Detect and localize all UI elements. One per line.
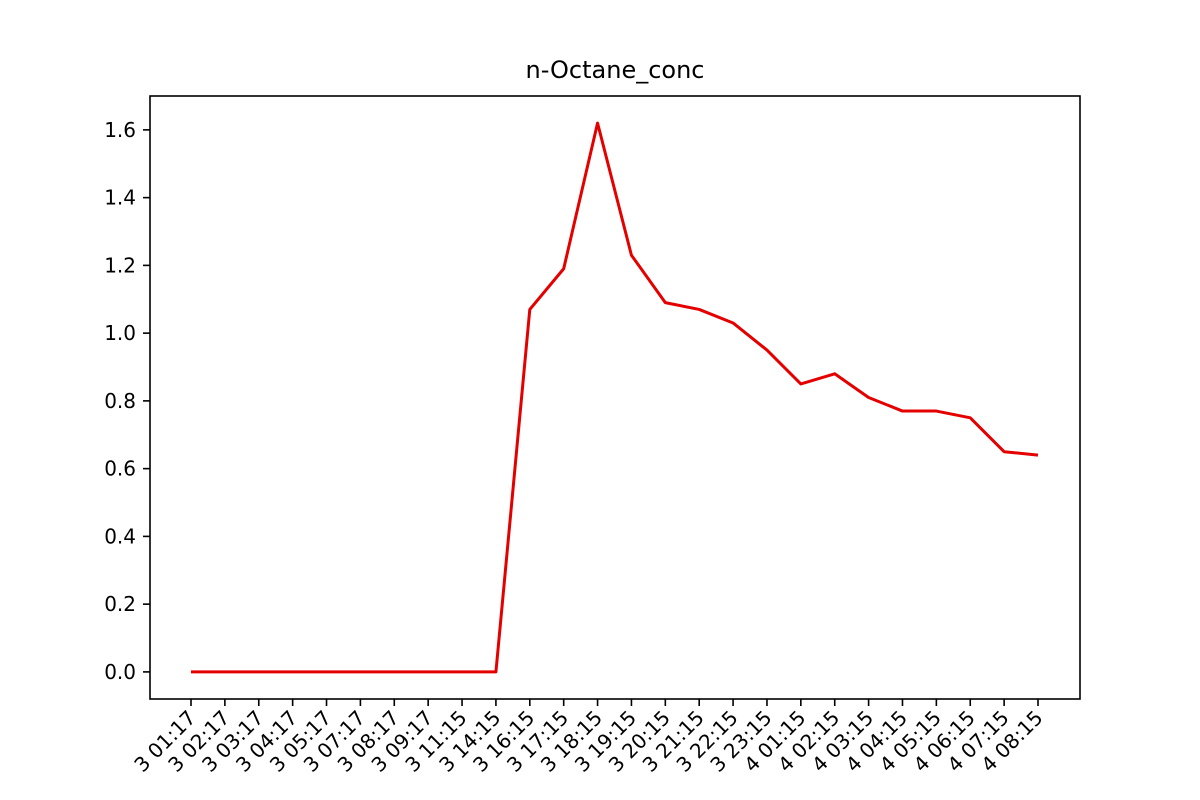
y-tick-label: 1.6 <box>104 118 136 142</box>
plot-area-frame <box>149 95 1081 700</box>
series-line <box>191 121 1039 674</box>
y-tick-label: 1.0 <box>104 321 136 345</box>
y-tick-label: 1.4 <box>104 186 136 210</box>
x-axis: 3 01:173 02:173 03:173 04:173 05:173 07:… <box>129 699 1048 777</box>
y-tick-label: 0.8 <box>104 389 136 413</box>
y-tick-label: 0.0 <box>104 660 136 684</box>
y-axis: 0.0 0.2 0.4 0.6 0.8 1.0 1.2 1.4 1.6 <box>104 118 150 684</box>
y-tick-label: 0.4 <box>104 524 136 548</box>
chart-title: n-Octane_conc <box>525 56 704 84</box>
y-tick-label: 0.6 <box>104 457 136 481</box>
series-layer <box>191 121 1039 674</box>
y-tick-label: 0.2 <box>104 592 136 616</box>
y-tick-label: 1.2 <box>104 253 136 277</box>
